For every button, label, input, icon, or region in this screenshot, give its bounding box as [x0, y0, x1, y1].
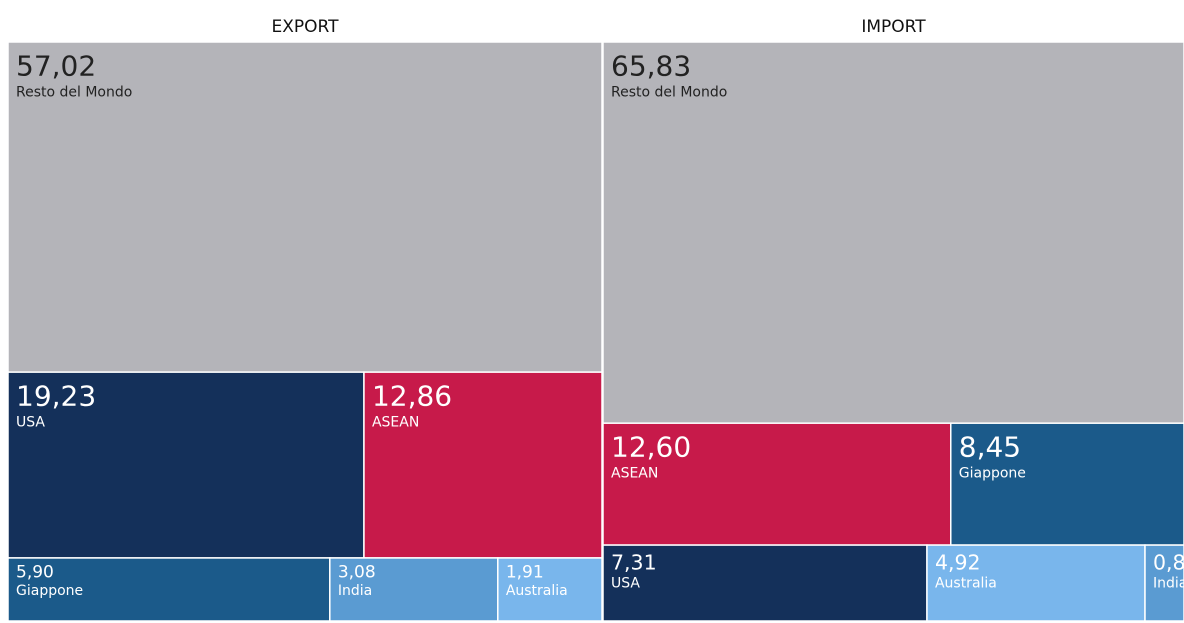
value-label: 1,91	[506, 563, 544, 583]
panel-title: IMPORT	[861, 17, 926, 37]
value-label: 7,31	[611, 551, 657, 575]
category-label: ASEAN	[611, 466, 658, 482]
value-label: 65,83	[611, 49, 691, 82]
category-label: ASEAN	[372, 415, 419, 431]
tile	[7, 557, 331, 622]
value-label: 57,02	[16, 49, 96, 82]
tile	[602, 422, 952, 546]
value-label: 4,92	[935, 551, 981, 575]
tile	[497, 557, 603, 622]
value-label: 8,45	[959, 431, 1021, 464]
category-label: Giappone	[16, 583, 83, 599]
category-label: Australia	[506, 583, 568, 599]
value-label: 12,86	[372, 380, 452, 413]
category-label: Resto del Mondo	[611, 84, 727, 100]
category-label: Giappone	[959, 466, 1026, 482]
tile	[950, 422, 1184, 546]
tile	[363, 371, 603, 559]
value-label: 19,23	[16, 380, 96, 413]
category-label: India	[338, 583, 372, 599]
category-label: USA	[16, 415, 45, 431]
category-label: India	[1153, 575, 1184, 591]
tile	[7, 41, 603, 373]
value-label: 5,90	[16, 563, 54, 583]
tile	[602, 544, 928, 622]
tile	[7, 371, 365, 559]
value-label: 0,88	[1153, 551, 1184, 575]
value-label: 3,08	[338, 563, 376, 583]
panel-title: EXPORT	[272, 17, 340, 37]
category-label: USA	[611, 575, 640, 591]
tile	[329, 557, 499, 622]
category-label: Resto del Mondo	[16, 84, 132, 100]
category-label: Australia	[935, 575, 997, 591]
value-label: 12,60	[611, 431, 691, 464]
tile	[602, 41, 1184, 424]
tile	[926, 544, 1146, 622]
